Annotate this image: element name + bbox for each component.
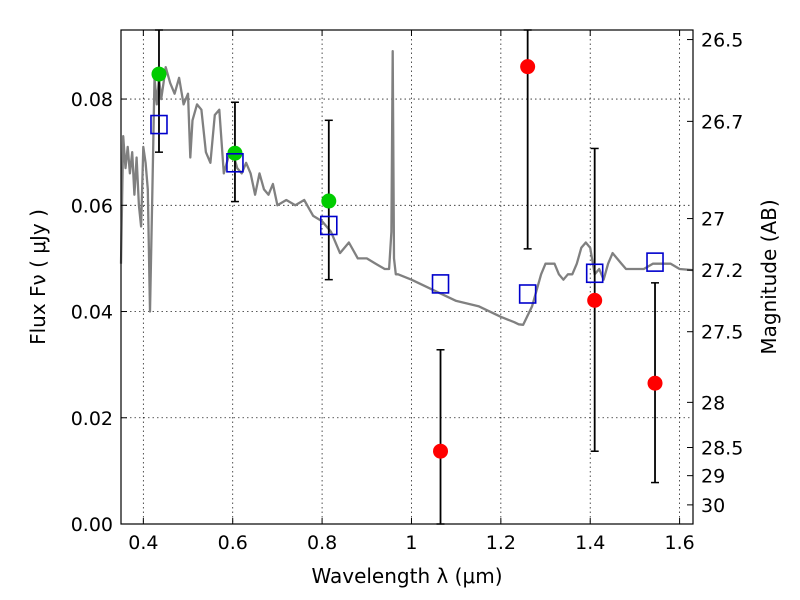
y2-tick-label: 26.5 <box>701 30 743 52</box>
y2-tick-label: 26.7 <box>701 111 743 133</box>
y2-tick-label: 27.5 <box>701 322 743 344</box>
data-point <box>587 292 603 308</box>
y2-tick-label: 27.2 <box>701 260 743 282</box>
sed-model-layer <box>119 50 694 326</box>
y2-tick-label: 30 <box>701 495 725 517</box>
sed-model-line <box>119 50 694 326</box>
axis-ticks: 0.4 0.6 0.8 1 1.2 1.4 1.6 0.00 0.02 0.04 0.06 0.08 2… <box>71 30 744 554</box>
model-square <box>431 274 450 294</box>
y-tick-label: 0.00 <box>71 514 113 536</box>
y-tick-label: 0.02 <box>71 408 113 430</box>
x-tick-label: 0.8 <box>307 532 337 554</box>
y2-axis-label: Magnitude (AB) <box>757 199 781 354</box>
model-square <box>518 284 537 304</box>
y2-tick-label: 27 <box>701 209 725 231</box>
data-points-layer <box>150 59 664 459</box>
model-square <box>319 215 338 236</box>
y2-tick-label: 29 <box>701 466 725 488</box>
x-tick-label: 1.6 <box>664 532 694 554</box>
y-tick-label: 0.04 <box>71 302 113 324</box>
y2-tick-label: 28.5 <box>701 438 743 460</box>
x-tick-label: 0.4 <box>128 532 158 554</box>
x-axis-label: Wavelength λ (μm) <box>311 564 502 588</box>
model-square <box>646 252 664 272</box>
x-tick-label: 0.6 <box>218 532 248 554</box>
data-point <box>647 375 663 391</box>
y2-tick-label: 28 <box>701 392 725 414</box>
data-point <box>433 443 449 459</box>
data-point <box>520 59 536 75</box>
data-point <box>321 193 337 209</box>
x-tick-label: 1 <box>405 532 417 554</box>
y-axis-label: Flux Fν ( μJy ) <box>26 209 50 345</box>
x-tick-label: 1.2 <box>486 532 516 554</box>
error-bars-layer <box>154 29 660 525</box>
model-square <box>226 152 244 173</box>
y-tick-label: 0.08 <box>71 89 113 111</box>
x-tick-label: 1.4 <box>575 532 605 554</box>
data-point <box>151 66 167 82</box>
plot-frame <box>120 29 694 525</box>
model-square <box>585 263 604 284</box>
model-square <box>150 114 168 135</box>
y-tick-label: 0.06 <box>71 195 113 217</box>
